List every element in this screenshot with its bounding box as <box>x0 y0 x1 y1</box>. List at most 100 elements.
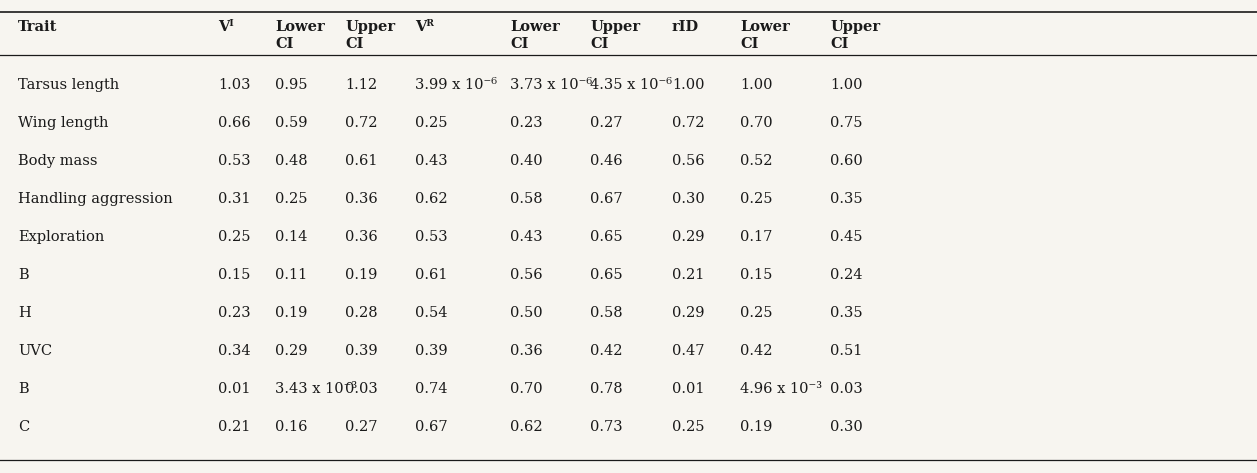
Text: 0.42: 0.42 <box>590 344 622 358</box>
Text: 0.01: 0.01 <box>672 382 704 396</box>
Text: 0.60: 0.60 <box>830 154 862 168</box>
Text: 0.56: 0.56 <box>510 268 543 282</box>
Text: 0.35: 0.35 <box>830 306 862 320</box>
Text: CI: CI <box>344 37 363 51</box>
Text: 0.53: 0.53 <box>217 154 250 168</box>
Text: 0.72: 0.72 <box>344 116 377 130</box>
Text: UVC: UVC <box>18 344 52 358</box>
Text: 0.27: 0.27 <box>344 420 377 434</box>
Text: 0.65: 0.65 <box>590 230 622 244</box>
Text: 3.73 x 10⁻⁶: 3.73 x 10⁻⁶ <box>510 78 592 92</box>
Text: 0.40: 0.40 <box>510 154 543 168</box>
Text: Lower: Lower <box>275 20 324 34</box>
Text: 0.72: 0.72 <box>672 116 704 130</box>
Text: 0.50: 0.50 <box>510 306 543 320</box>
Text: Tarsus length: Tarsus length <box>18 78 119 92</box>
Text: Vᴿ: Vᴿ <box>415 20 434 34</box>
Text: 0.17: 0.17 <box>740 230 772 244</box>
Text: 0.67: 0.67 <box>415 420 447 434</box>
Text: CI: CI <box>510 37 528 51</box>
Text: 0.19: 0.19 <box>740 420 772 434</box>
Text: 0.28: 0.28 <box>344 306 377 320</box>
Text: 0.36: 0.36 <box>344 192 378 206</box>
Text: 0.59: 0.59 <box>275 116 308 130</box>
Text: 0.30: 0.30 <box>830 420 862 434</box>
Text: CI: CI <box>590 37 608 51</box>
Text: 0.29: 0.29 <box>275 344 308 358</box>
Text: 0.14: 0.14 <box>275 230 308 244</box>
Text: 0.30: 0.30 <box>672 192 705 206</box>
Text: 0.43: 0.43 <box>510 230 543 244</box>
Text: 0.47: 0.47 <box>672 344 704 358</box>
Text: Upper: Upper <box>830 20 880 34</box>
Text: 0.01: 0.01 <box>217 382 250 396</box>
Text: 0.25: 0.25 <box>217 230 250 244</box>
Text: 0.11: 0.11 <box>275 268 307 282</box>
Text: 0.62: 0.62 <box>510 420 543 434</box>
Text: 0.48: 0.48 <box>275 154 308 168</box>
Text: 0.21: 0.21 <box>217 420 250 434</box>
Text: B: B <box>18 268 29 282</box>
Text: 1.03: 1.03 <box>217 78 250 92</box>
Text: CI: CI <box>830 37 848 51</box>
Text: 0.03: 0.03 <box>344 382 378 396</box>
Text: Trait: Trait <box>18 20 58 34</box>
Text: 0.29: 0.29 <box>672 306 704 320</box>
Text: 0.34: 0.34 <box>217 344 250 358</box>
Text: 1.12: 1.12 <box>344 78 377 92</box>
Text: 0.75: 0.75 <box>830 116 862 130</box>
Text: 0.25: 0.25 <box>740 192 773 206</box>
Text: 0.31: 0.31 <box>217 192 250 206</box>
Text: 0.56: 0.56 <box>672 154 705 168</box>
Text: 0.58: 0.58 <box>590 306 622 320</box>
Text: 0.21: 0.21 <box>672 268 704 282</box>
Text: CI: CI <box>740 37 758 51</box>
Text: 0.39: 0.39 <box>344 344 377 358</box>
Text: Handling aggression: Handling aggression <box>18 192 172 206</box>
Text: 0.19: 0.19 <box>344 268 377 282</box>
Text: 3.99 x 10⁻⁶: 3.99 x 10⁻⁶ <box>415 78 497 92</box>
Text: 1.00: 1.00 <box>740 78 773 92</box>
Text: 0.51: 0.51 <box>830 344 862 358</box>
Text: 0.46: 0.46 <box>590 154 622 168</box>
Text: 0.73: 0.73 <box>590 420 622 434</box>
Text: Body mass: Body mass <box>18 154 98 168</box>
Text: 3.43 x 10⁻³: 3.43 x 10⁻³ <box>275 382 357 396</box>
Text: 0.25: 0.25 <box>672 420 704 434</box>
Text: 0.95: 0.95 <box>275 78 308 92</box>
Text: 0.23: 0.23 <box>510 116 543 130</box>
Text: Upper: Upper <box>590 20 640 34</box>
Text: 0.61: 0.61 <box>415 268 447 282</box>
Text: Wing length: Wing length <box>18 116 108 130</box>
Text: 0.65: 0.65 <box>590 268 622 282</box>
Text: Vᴵ: Vᴵ <box>217 20 234 34</box>
Text: Upper: Upper <box>344 20 395 34</box>
Text: 0.53: 0.53 <box>415 230 447 244</box>
Text: 0.67: 0.67 <box>590 192 622 206</box>
Text: 0.35: 0.35 <box>830 192 862 206</box>
Text: 0.74: 0.74 <box>415 382 447 396</box>
Text: 0.39: 0.39 <box>415 344 447 358</box>
Text: 0.78: 0.78 <box>590 382 622 396</box>
Text: CI: CI <box>275 37 293 51</box>
Text: 0.15: 0.15 <box>740 268 772 282</box>
Text: H: H <box>18 306 30 320</box>
Text: 0.62: 0.62 <box>415 192 447 206</box>
Text: 0.36: 0.36 <box>510 344 543 358</box>
Text: 4.35 x 10⁻⁶: 4.35 x 10⁻⁶ <box>590 78 672 92</box>
Text: 0.58: 0.58 <box>510 192 543 206</box>
Text: 1.00: 1.00 <box>830 78 862 92</box>
Text: 0.15: 0.15 <box>217 268 250 282</box>
Text: Exploration: Exploration <box>18 230 104 244</box>
Text: 0.16: 0.16 <box>275 420 308 434</box>
Text: 0.36: 0.36 <box>344 230 378 244</box>
Text: 0.25: 0.25 <box>275 192 308 206</box>
Text: 0.61: 0.61 <box>344 154 377 168</box>
Text: rID: rID <box>672 20 699 34</box>
Text: 4.96 x 10⁻³: 4.96 x 10⁻³ <box>740 382 822 396</box>
Text: Lower: Lower <box>740 20 789 34</box>
Text: 0.70: 0.70 <box>740 116 773 130</box>
Text: 0.43: 0.43 <box>415 154 447 168</box>
Text: 0.66: 0.66 <box>217 116 250 130</box>
Text: 0.25: 0.25 <box>740 306 773 320</box>
